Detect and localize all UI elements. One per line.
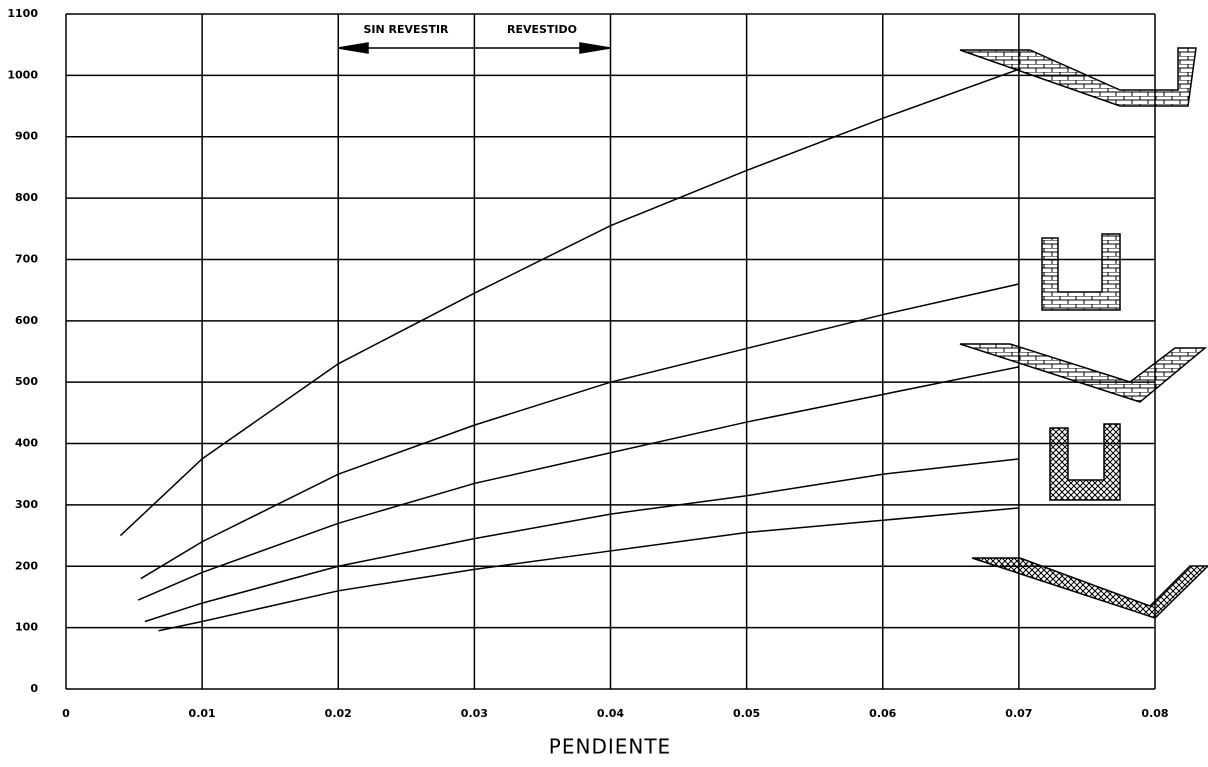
chart: SIN REVESTIR REVESTIDO PENDIENTE 0 100 200…: [0, 0, 1208, 767]
x-axis-label: PENDIENTE: [549, 735, 671, 759]
y-tick-label: 1000: [7, 68, 38, 81]
annotation-label: SIN REVESTIR: [363, 23, 449, 36]
y-tick-label: 300: [15, 498, 38, 511]
y-tick-label: 500: [15, 375, 38, 388]
series-line: [138, 367, 1019, 600]
x-tick-label: 0: [62, 707, 70, 720]
series-line: [141, 284, 1019, 579]
x-tick-label: 0.07: [1005, 707, 1032, 720]
y-tick-label: 800: [15, 191, 38, 204]
channel-icons: [960, 48, 1208, 618]
y-tick-label: 0: [30, 682, 38, 695]
x-tick-label: 0.04: [597, 707, 624, 720]
series-line: [159, 508, 1019, 631]
y-tick-label: 100: [15, 621, 38, 634]
y-tick-label: 1100: [7, 7, 38, 20]
y-tick-label: 700: [15, 252, 38, 265]
series-line: [145, 459, 1019, 622]
x-tick-label: 0.03: [461, 707, 488, 720]
y-tick-label: 600: [15, 314, 38, 327]
annotation-label: REVESTIDO: [507, 23, 577, 36]
y-tick-label: 200: [15, 559, 38, 572]
x-tick-label: 0.06: [869, 707, 896, 720]
series-line: [120, 69, 1018, 535]
x-tick-label: 0.08: [1141, 707, 1168, 720]
x-tick-label: 0.01: [189, 707, 216, 720]
x-tick-label: 0.05: [733, 707, 760, 720]
y-tick-label: 900: [15, 130, 38, 143]
y-tick-label: 400: [15, 437, 38, 450]
x-tick-label: 0.02: [325, 707, 352, 720]
